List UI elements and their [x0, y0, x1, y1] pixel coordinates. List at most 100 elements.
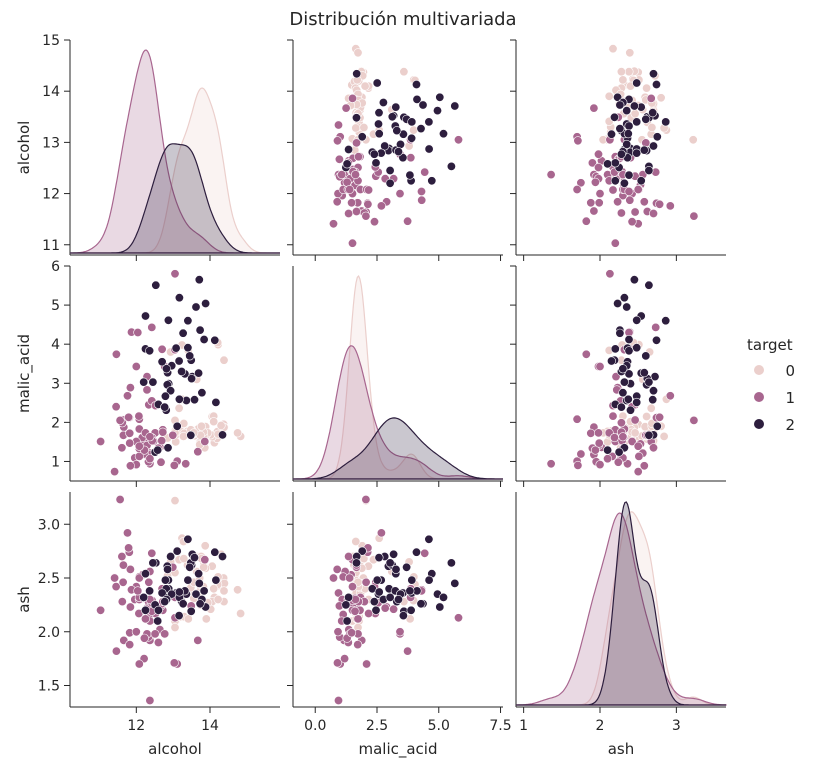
scatter-point-1 [157, 344, 167, 354]
scatter-point-1 [453, 135, 463, 145]
kde-curve-2 [516, 501, 726, 706]
scatter-point-2 [619, 178, 629, 188]
scatter-point-2 [652, 421, 662, 431]
scatter-point-2 [624, 121, 634, 131]
legend-marker [754, 419, 764, 429]
scatter-point-0 [213, 594, 223, 604]
scatter-point-2 [391, 564, 401, 574]
scatter-point-1 [111, 646, 121, 656]
scatter-point-1 [115, 494, 125, 504]
scatter-point-1 [369, 217, 379, 227]
scatter-point-1 [351, 138, 361, 148]
scatter-point-2 [623, 394, 633, 404]
scatter-point-1 [648, 443, 658, 453]
scatter-point-2 [402, 562, 412, 572]
scatter-point-1 [347, 93, 357, 103]
scatter-point-1 [170, 269, 180, 279]
scatter-point-1 [144, 577, 154, 587]
scatter-point-1 [125, 461, 135, 471]
scatter-point-1 [364, 185, 374, 195]
scatter-point-2 [351, 558, 361, 568]
legend-label: 2 [785, 416, 795, 434]
scatter-point-1 [624, 187, 634, 197]
scatter-point-1 [117, 443, 127, 453]
scatter-point-2 [622, 106, 632, 116]
scatter-point-2 [183, 343, 193, 353]
scatter-point-0 [200, 541, 210, 551]
legend-entry-0: 0 [754, 362, 795, 380]
scatter-point-1 [133, 586, 143, 596]
scatter-point-1 [125, 383, 135, 393]
scatter-point-2 [163, 443, 173, 453]
scatter-point-2 [629, 101, 639, 111]
scatter-point-2 [153, 445, 163, 455]
scatter-point-2 [357, 546, 367, 556]
scatter-point-2 [194, 569, 204, 579]
scatter-point-1 [630, 415, 640, 425]
legend-entry-1: 1 [754, 389, 795, 407]
scatter-point-2 [183, 534, 193, 544]
scatter-point-1 [145, 695, 155, 705]
scatter-point-2 [632, 315, 642, 325]
y-axis-label: ash [15, 586, 33, 613]
scatter-point-2 [372, 575, 382, 585]
scatter-point-1 [347, 628, 357, 638]
x-tick-label: 12 [127, 718, 145, 734]
scatter-point-2 [661, 316, 671, 326]
scatter-point-2 [450, 101, 460, 111]
scatter-point-2 [644, 430, 654, 440]
scatter-point-1 [593, 163, 603, 173]
scatter-point-2 [648, 69, 658, 79]
scatter-point-2 [194, 368, 204, 378]
scatter-point-1 [353, 152, 363, 162]
scatter-point-1 [403, 646, 413, 656]
scatter-point-2 [648, 108, 658, 118]
scatter-point-2 [610, 344, 620, 354]
y-tick-label: 13 [42, 135, 60, 151]
scatter-point-1 [361, 494, 371, 504]
scatter-point-1 [353, 640, 363, 650]
legend-label: 0 [785, 362, 795, 380]
scatter-point-2 [385, 178, 395, 188]
scatter-point-1 [665, 391, 675, 401]
scatter-point-2 [424, 144, 434, 154]
scatter-point-2 [174, 587, 184, 597]
scatter-point-2 [190, 395, 200, 405]
scatter-point-0 [359, 123, 369, 133]
scatter-point-1 [639, 197, 649, 207]
scatter-point-1 [332, 564, 342, 574]
scatter-point-1 [608, 411, 618, 421]
scatter-point-2 [195, 599, 205, 609]
scatter-point-2 [139, 377, 149, 387]
scatter-point-1 [616, 418, 626, 428]
scatter-point-2 [174, 356, 184, 366]
scatter-point-1 [630, 207, 640, 217]
scatter-point-1 [333, 120, 343, 130]
scatter-point-1 [616, 208, 626, 218]
scatter-point-2 [374, 587, 384, 597]
scatter-point-2 [619, 293, 629, 303]
scatter-point-1 [416, 187, 426, 197]
scatter-point-0 [209, 584, 219, 594]
scatter-point-0 [170, 496, 180, 506]
scatter-point-1 [328, 219, 338, 229]
scatter-point-2 [342, 159, 352, 169]
panel-alcohol-vs-malic_acid [287, 39, 503, 261]
scatter-point-1 [576, 449, 586, 459]
scatter-point-2 [651, 335, 661, 345]
scatter-point-2 [615, 328, 625, 338]
scatter-point-1 [118, 560, 128, 570]
scatter-point-2 [190, 553, 200, 563]
scatter-point-1 [332, 136, 342, 146]
scatter-point-2 [610, 176, 620, 186]
scatter-point-1 [124, 412, 134, 422]
y-tick-label: 14 [42, 84, 60, 100]
y-axis-label: malic_acid [15, 334, 34, 413]
scatter-point-2 [174, 293, 184, 303]
scatter-point-0 [351, 536, 361, 546]
scatter-point-2 [166, 386, 176, 396]
scatter-point-0 [618, 75, 628, 85]
scatter-point-2 [632, 148, 642, 158]
scatter-point-2 [380, 141, 390, 151]
scatter-point-2 [407, 575, 417, 585]
